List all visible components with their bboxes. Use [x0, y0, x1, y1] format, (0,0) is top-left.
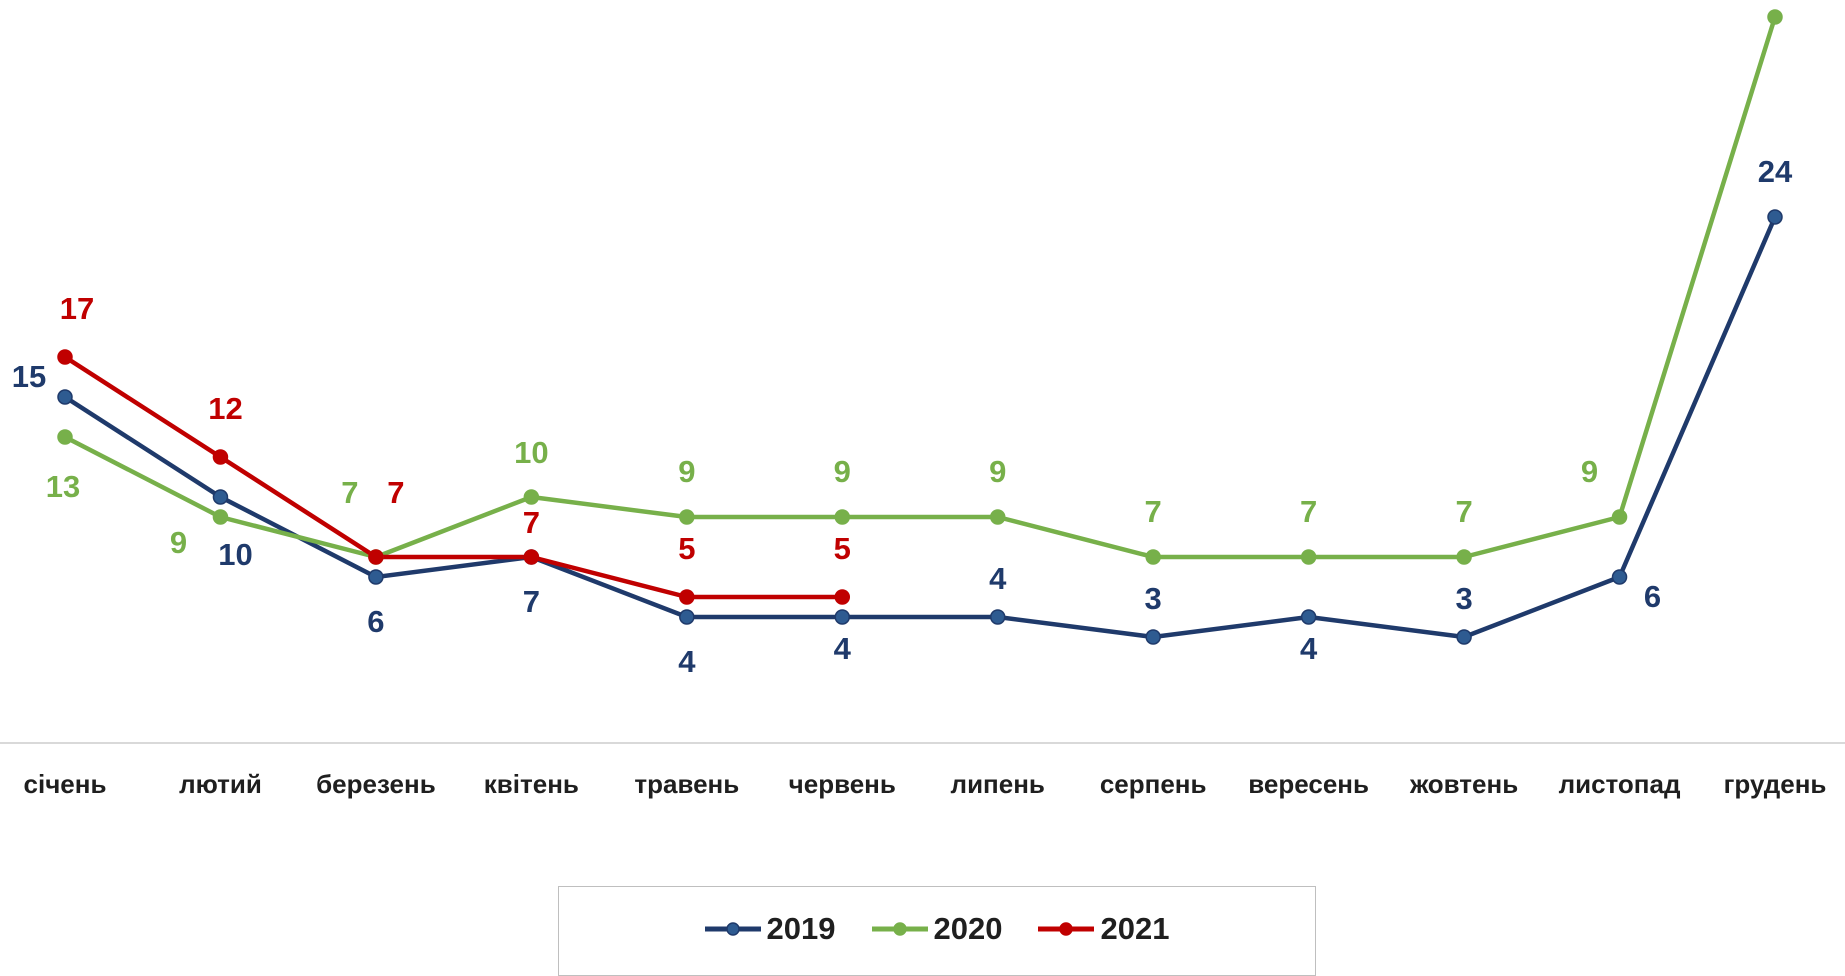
point-2020-4 — [679, 509, 695, 525]
category-label-8: вересень — [1248, 769, 1369, 799]
data-label-2019-11: 24 — [1758, 154, 1793, 189]
data-label-2020-0: 13 — [46, 469, 80, 504]
category-label-7: серпень — [1100, 769, 1207, 799]
point-2021-5 — [834, 589, 851, 605]
data-label-2020-2: 7 — [341, 475, 358, 510]
point-2020-9 — [1456, 549, 1472, 565]
legend-label-2021: 2021 — [1100, 911, 1170, 946]
category-label-2: березень — [316, 769, 436, 799]
data-label-2019-5: 4 — [834, 631, 852, 666]
data-label-2020-8: 7 — [1300, 494, 1317, 529]
data-label-2020-9: 7 — [1455, 494, 1472, 529]
point-2019-0 — [57, 389, 73, 405]
data-label-2019-10: 6 — [1644, 579, 1661, 614]
data-label-2020-10: 9 — [1581, 454, 1598, 489]
data-label-2021-4: 5 — [678, 531, 695, 566]
data-label-2020-5: 9 — [834, 454, 851, 489]
point-2020-1 — [212, 509, 229, 525]
data-label-2019-7: 3 — [1145, 581, 1162, 616]
point-2020-10 — [1611, 509, 1628, 525]
point-2021-2 — [368, 549, 384, 565]
series-line-2019 — [63, 216, 1778, 640]
legend-item-2020: 2020 — [871, 911, 1003, 947]
data-label-2020-6: 9 — [989, 454, 1006, 489]
category-label-9: жовтень — [1409, 769, 1518, 799]
data-label-2019-0: 15 — [12, 359, 46, 394]
data-label-2021-0: 17 — [60, 291, 94, 326]
point-2019-10 — [1611, 569, 1628, 585]
data-label-2019-4: 4 — [678, 644, 696, 679]
category-label-10: листопад — [1559, 769, 1681, 799]
point-2019-11 — [1767, 209, 1783, 225]
point-2019-5 — [834, 609, 851, 625]
point-2020-3 — [523, 489, 540, 505]
point-2019-9 — [1456, 629, 1472, 645]
data-label-2020-3: 10 — [514, 435, 548, 470]
point-2019-6 — [989, 609, 1006, 625]
legend-item-2019: 2019 — [704, 911, 836, 947]
point-2020-8 — [1300, 549, 1317, 565]
data-label-2019-8: 4 — [1300, 631, 1318, 666]
point-2019-4 — [679, 609, 695, 625]
data-label-2019-1: 10 — [218, 537, 252, 572]
data-label-2021-2: 7 — [387, 475, 404, 510]
data-label-2020-1: 9 — [170, 525, 187, 560]
category-label-3: квітень — [484, 769, 579, 799]
category-label-5: червень — [789, 769, 896, 799]
point-2020-11 — [1767, 9, 1783, 25]
legend-label-2019: 2019 — [766, 911, 836, 946]
point-2019-7 — [1145, 629, 1161, 645]
data-label-2019-6: 4 — [989, 561, 1007, 596]
legend-swatch-2019 — [704, 922, 761, 936]
legend-swatch-2020 — [871, 922, 928, 936]
point-2019-8 — [1300, 609, 1317, 625]
data-label-2020-4: 9 — [678, 454, 695, 489]
point-2020-7 — [1145, 549, 1161, 565]
data-label-2019-3: 7 — [523, 584, 540, 619]
series-lines — [57, 9, 1783, 645]
series-line-2020 — [63, 16, 1778, 560]
point-2020-5 — [834, 509, 851, 525]
point-2021-4 — [679, 589, 695, 605]
data-label-2021-5: 5 — [834, 531, 851, 566]
category-label-6: липень — [951, 769, 1045, 799]
series-line-2021 — [63, 355, 843, 600]
data-label-2021-3: 7 — [523, 505, 540, 540]
data-labels: 15106744434362413971099977793417127755 — [12, 154, 1793, 679]
legend-swatch-2021 — [1038, 922, 1095, 936]
category-labels: січень лютий березень квітень травень червень… — [24, 769, 1827, 799]
category-label-0: січень — [24, 769, 107, 799]
legend-item-2021: 2021 — [1038, 911, 1169, 947]
point-2019-2 — [368, 569, 384, 585]
data-label-2019-9: 3 — [1455, 581, 1472, 616]
category-label-1: лютий — [179, 769, 262, 799]
data-label-2019-2: 6 — [367, 604, 384, 639]
point-2021-0 — [57, 349, 73, 365]
point-2020-6 — [989, 509, 1006, 525]
point-2020-0 — [57, 429, 73, 445]
legend-label-2020: 2020 — [933, 911, 1003, 946]
point-2021-3 — [523, 549, 540, 565]
category-label-11: грудень — [1724, 769, 1827, 799]
category-label-4: травень — [634, 769, 739, 799]
data-label-2020-7: 7 — [1145, 494, 1162, 529]
point-2019-1 — [212, 489, 229, 505]
legend: 2019 2020 2021 — [558, 886, 1316, 976]
data-label-2021-1: 12 — [208, 391, 242, 426]
point-2021-1 — [212, 449, 229, 465]
